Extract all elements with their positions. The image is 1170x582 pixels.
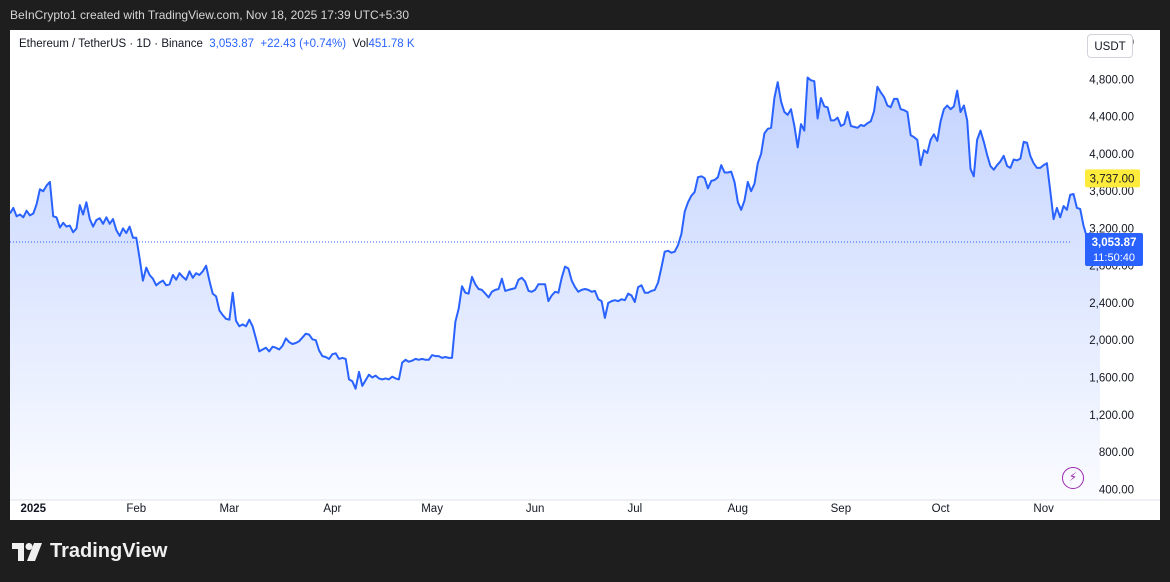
y-tick-label: 4,400.00 — [1089, 112, 1134, 124]
y-tick-label: 2,000.00 — [1089, 335, 1134, 347]
chart-panel[interactable]: 400.00 800.00 1,200.00 1,600.00 2,000.00 2,40… — [10, 30, 1160, 520]
y-tick-label: 4,000.00 — [1089, 149, 1134, 161]
lightning-icon[interactable]: ⚡︎ — [1062, 467, 1084, 489]
x-tick-label: Aug — [728, 503, 748, 515]
y-tick-label: 3,200.00 — [1089, 223, 1134, 235]
y-tick-label: 800.00 — [1099, 447, 1134, 459]
countdown-label: 11:50:40 — [1093, 252, 1135, 264]
chart-legend: Ethereum / TetherUS · 1D · Binance 3,053… — [19, 38, 415, 50]
last-price-label: 3,053.87 — [1092, 237, 1137, 249]
tradingview-logo-icon — [12, 542, 42, 561]
tradingview-logo: TradingView — [12, 540, 167, 563]
currency-unit-button[interactable]: USDT — [1087, 34, 1133, 58]
price-chart[interactable]: 400.00 800.00 1,200.00 1,600.00 2,000.00 2,40… — [10, 30, 1160, 520]
x-tick-label: Feb — [126, 503, 146, 515]
y-tick-label: 4,800.00 — [1089, 74, 1134, 86]
y-tick-label: 3,600.00 — [1089, 186, 1134, 198]
time-axis — [10, 500, 1160, 520]
marker-highlight-label: 3,737.00 — [1090, 173, 1135, 185]
x-tick-label: Jul — [627, 503, 642, 515]
x-tick-label: Jun — [526, 503, 545, 515]
marker-highlight-label-bg — [1085, 169, 1140, 188]
symbol-label[interactable]: Ethereum / TetherUS · 1D · Binance — [19, 38, 203, 50]
x-tick-label: 2025 — [20, 503, 46, 515]
x-tick-label: Nov — [1033, 503, 1054, 515]
x-tick-label: Apr — [323, 503, 341, 515]
last-price: 3,053.87 — [209, 38, 255, 50]
footer-brand: TradingView — [50, 540, 168, 562]
x-tick-label: Mar — [219, 503, 239, 515]
x-tick-label: Oct — [932, 503, 951, 515]
x-tick-label: Sep — [831, 503, 851, 515]
y-tick-label: 1,600.00 — [1089, 372, 1134, 384]
price-change: +22.43 (+0.74%) — [260, 38, 347, 50]
volume-label: Vol — [352, 38, 369, 50]
price-area-fill — [10, 77, 1101, 500]
price-line — [10, 76, 1101, 390]
volume-value: 451.78 K — [368, 38, 415, 50]
last-price-label-bg — [1085, 233, 1143, 267]
x-tick-label: May — [421, 503, 443, 515]
y-tick-label: 2,400.00 — [1089, 298, 1134, 310]
chart-caption: BeInCrypto1 created with TradingView.com… — [10, 8, 410, 22]
y-tick-label: 1,200.00 — [1089, 410, 1134, 422]
y-tick-label: 400.00 — [1099, 484, 1134, 496]
